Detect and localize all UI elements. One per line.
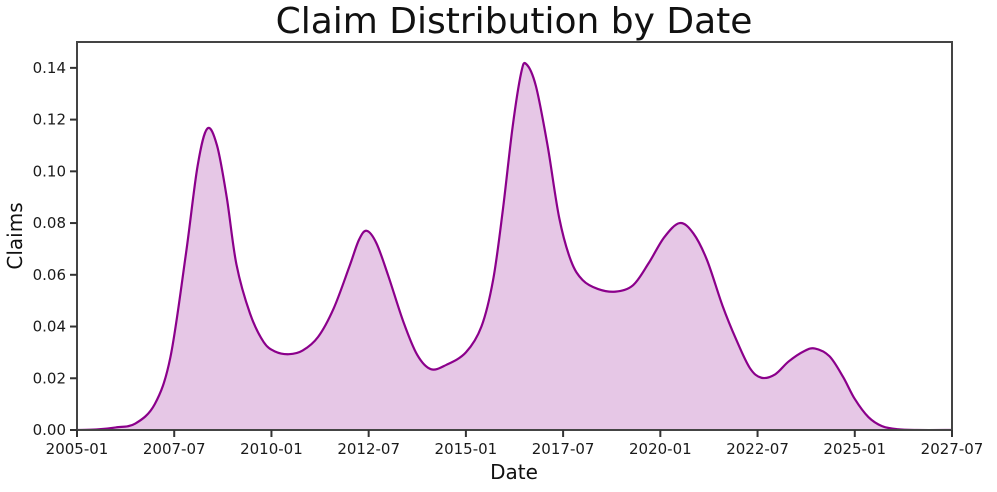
x-tick-label: 2015-01 — [435, 440, 498, 458]
kde-line — [77, 61, 952, 430]
y-tick-label: 0.10 — [33, 162, 66, 180]
x-tick-label: 2017-07 — [532, 440, 595, 458]
x-tick-label: 2022-07 — [726, 440, 789, 458]
chart-title: Claim Distribution by Date — [276, 1, 753, 42]
y-axis-label: Claims — [3, 202, 27, 269]
y-tick-label: 0.04 — [33, 318, 66, 336]
plot-area: 2005-01 2007-07 2010-01 2012-07 2015-01 2017-… — [33, 41, 984, 458]
y-tick-label: 0.08 — [33, 214, 66, 232]
x-tick-label: 2010-01 — [240, 440, 303, 458]
x-tick-label: 2007-07 — [143, 440, 206, 458]
x-tick-label: 2025-01 — [823, 440, 886, 458]
x-tick-label: 2020-01 — [629, 440, 692, 458]
y-tick-label: 0.14 — [33, 59, 66, 77]
y-tick-label: 0.00 — [33, 421, 66, 439]
kde-area-fill — [77, 63, 952, 430]
x-tick-label: 2012-07 — [337, 440, 400, 458]
y-tick-label: 0.02 — [33, 369, 66, 387]
plot-border — [76, 41, 953, 431]
x-axis-label: Date — [490, 460, 538, 484]
y-tick-label: 0.12 — [33, 111, 66, 129]
x-tick-label: 2027-07 — [921, 440, 984, 458]
y-tick-label: 0.06 — [33, 266, 66, 284]
x-tick-label: 2005-01 — [46, 440, 109, 458]
